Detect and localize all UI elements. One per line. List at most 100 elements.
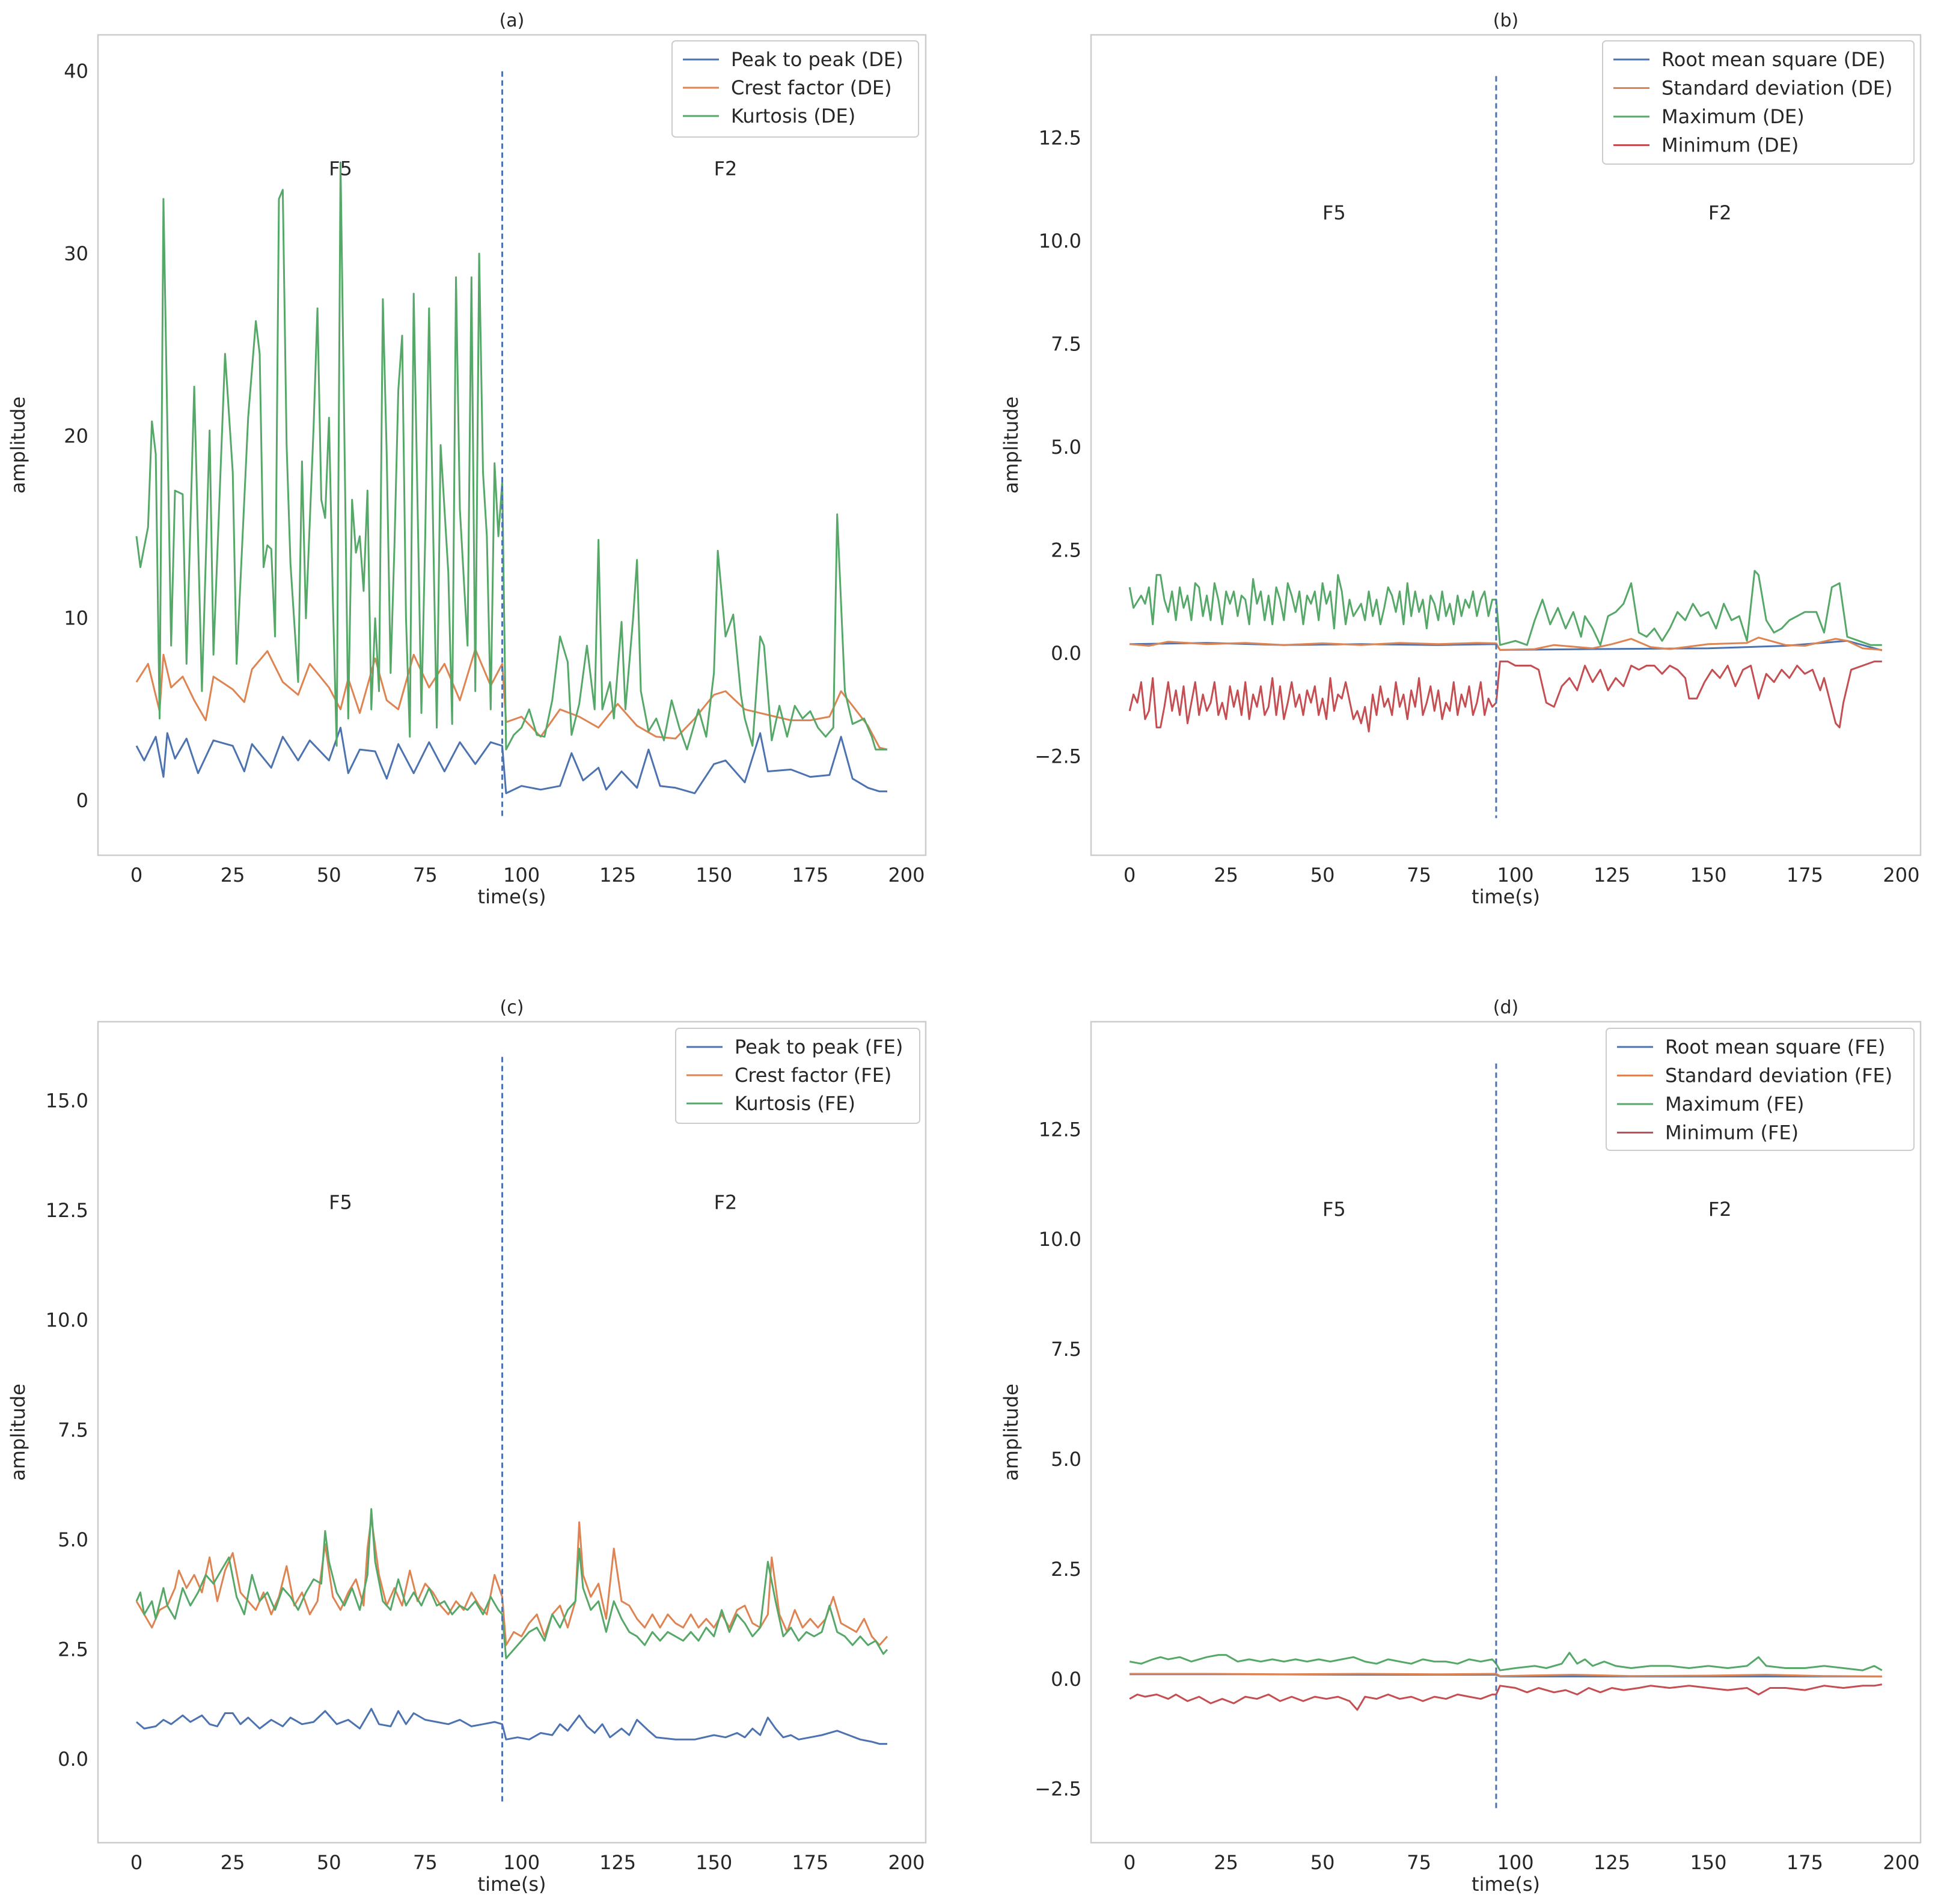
- legend-a: Peak to peak (DE) Crest factor (DE) Kurtos…: [671, 40, 919, 138]
- y-tick-label: −2.5: [1035, 1778, 1081, 1801]
- x-tick-label: 0: [130, 1851, 142, 1874]
- legend-label-maximum-de: Maximum (DE): [1661, 105, 1805, 128]
- series-line-standard-deviation-de: [1130, 636, 1882, 651]
- x-tick-label: 150: [695, 864, 732, 886]
- series-line-kurtosis-de: [135, 161, 887, 751]
- y-tick-label: 12.5: [1039, 1118, 1081, 1141]
- x-tick-label: 25: [221, 1851, 245, 1874]
- y-tick-label: 2.5: [1051, 1558, 1081, 1581]
- region-label-f2: F2: [714, 157, 738, 180]
- legend-label-crest-factor-de: Crest factor (DE): [731, 76, 892, 99]
- x-tick-label: 100: [1497, 864, 1534, 886]
- legend-label-root-mean-square-fe: Root mean square (FE): [1665, 1036, 1885, 1058]
- y-tick-label: 7.5: [1051, 1338, 1081, 1361]
- series-line-minimum-de: [1128, 661, 1882, 733]
- y-tick-label: 12.5: [1039, 126, 1081, 149]
- legend-d: Root mean square (FE) Standard deviation …: [1606, 1028, 1915, 1151]
- legend-label-maximum-fe: Maximum (FE): [1665, 1093, 1804, 1115]
- panel-title-d: (d): [1493, 997, 1518, 1018]
- series-line-kurtosis-fe: [135, 1508, 888, 1659]
- series-line-maximum-fe: [1129, 1652, 1883, 1671]
- x-tick-label: 150: [1690, 1851, 1726, 1874]
- legend-box: [671, 40, 919, 138]
- y-tick-label: 0.0: [1051, 642, 1081, 665]
- legend-b: Root mean square (DE) Standard deviation …: [1602, 40, 1915, 165]
- x-tick-label: 125: [599, 1851, 636, 1874]
- panel-d: (d) 0 25 50 75 100 125 150 175 200 −2.5 0.0 2.5 5.0 7.…: [1000, 997, 1922, 1896]
- legend-label-crest-factor-fe: Crest factor (FE): [735, 1064, 891, 1087]
- panel-title-b: (b): [1493, 10, 1518, 31]
- y-tick-label: 2.5: [1051, 539, 1081, 561]
- legend-c: Peak to peak (FE) Crest factor (FE) Kurtos…: [675, 1028, 920, 1124]
- x-tick-label: 100: [1497, 1851, 1534, 1874]
- region-label-f5: F5: [329, 1191, 352, 1213]
- y-tick-label: 15.0: [46, 1089, 88, 1112]
- legend-box: [1602, 40, 1915, 165]
- y-tick-label: 30: [64, 242, 88, 265]
- legend-label-minimum-fe: Minimum (FE): [1665, 1121, 1799, 1144]
- y-tick-label: −2.5: [1035, 745, 1081, 767]
- x-tick-label: 200: [888, 1851, 925, 1874]
- x-tick-label: 175: [1787, 864, 1823, 886]
- legend-label-kurtosis-fe: Kurtosis (FE): [735, 1092, 855, 1115]
- series-line-peak-to-peak-de: [135, 727, 887, 795]
- legend-box: [675, 1028, 920, 1124]
- y-tick-label: 0.0: [58, 1748, 88, 1771]
- x-tick-label: 200: [1883, 1851, 1919, 1874]
- legend-label-standard-deviation-fe: Standard deviation (FE): [1665, 1064, 1892, 1087]
- x-tick-label: 100: [503, 1851, 540, 1874]
- y-axis-label: amplitude: [1000, 1384, 1023, 1481]
- legend-label-peak-to-peak-fe: Peak to peak (FE): [735, 1036, 903, 1058]
- x-tick-label: 200: [1883, 864, 1919, 886]
- panel-a: (a) 0 25 50 75 100 125 150 175 200 0 10 20 30 40 time(s…: [7, 10, 927, 908]
- y-tick-label: 40: [64, 60, 88, 83]
- plot-area-c: [97, 1021, 927, 1844]
- x-axis-label: time(s): [478, 1873, 546, 1896]
- legend-label-root-mean-square-de: Root mean square (DE): [1661, 48, 1886, 71]
- region-label-f2: F2: [1708, 1198, 1732, 1221]
- x-tick-label: 125: [599, 864, 636, 886]
- y-tick-label: 5.0: [58, 1528, 88, 1551]
- x-tick-label: 50: [1310, 864, 1335, 886]
- panel-title-c: (c): [500, 997, 524, 1018]
- series-line-crest-factor-de: [135, 648, 888, 751]
- y-tick-label: 5.0: [1051, 436, 1081, 459]
- x-tick-label: 175: [792, 864, 828, 886]
- x-tick-label: 75: [413, 864, 438, 886]
- panel-b: (b) 0 25 50 75 100 125 150 175 200 −2.5 0.0 2.5 5.0 7.…: [1000, 10, 1922, 908]
- series-line-standard-deviation-fe: [1130, 1673, 1882, 1677]
- x-tick-label: 175: [792, 1851, 828, 1874]
- series-line-crest-factor-fe: [135, 1516, 888, 1646]
- x-axis-label: time(s): [478, 885, 546, 908]
- x-tick-label: 50: [1310, 1851, 1335, 1874]
- region-label-f5: F5: [1322, 1198, 1346, 1221]
- legend-box: [1606, 1028, 1915, 1151]
- y-tick-label: 20: [64, 424, 88, 447]
- y-axis-label: amplitude: [7, 1384, 29, 1481]
- x-tick-label: 0: [130, 864, 142, 886]
- x-tick-label: 0: [1123, 864, 1136, 886]
- y-tick-label: 10: [64, 607, 88, 630]
- x-tick-label: 0: [1123, 1851, 1136, 1874]
- x-axis-label: time(s): [1472, 885, 1540, 908]
- x-tick-label: 50: [317, 1851, 341, 1874]
- x-tick-label: 25: [1214, 864, 1238, 886]
- x-tick-label: 75: [413, 1851, 438, 1874]
- x-tick-label: 150: [695, 1851, 732, 1874]
- series-line-minimum-fe: [1129, 1683, 1883, 1711]
- y-tick-label: 0.0: [1051, 1668, 1081, 1691]
- x-tick-label: 100: [503, 864, 540, 886]
- region-label-f2: F2: [714, 1191, 738, 1213]
- y-tick-label: 10.0: [1039, 230, 1081, 252]
- plot-area-a: [97, 34, 927, 856]
- x-tick-label: 125: [1594, 1851, 1630, 1874]
- x-tick-label: 175: [1787, 1851, 1823, 1874]
- y-tick-label: 0: [76, 789, 88, 812]
- x-tick-label: 25: [221, 864, 245, 886]
- x-tick-label: 75: [1407, 864, 1431, 886]
- region-label-f5: F5: [329, 157, 352, 180]
- plot-area-b: [1090, 34, 1922, 856]
- series-line-peak-to-peak-fe: [136, 1707, 887, 1745]
- legend-label-minimum-de: Minimum (DE): [1661, 134, 1799, 157]
